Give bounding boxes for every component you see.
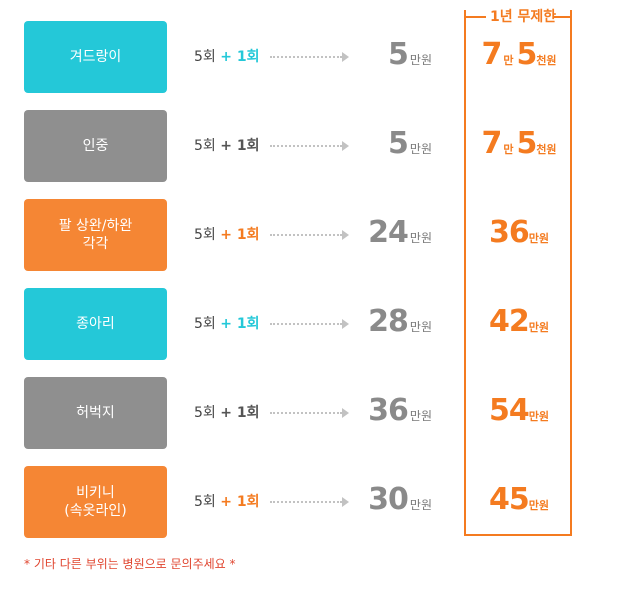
bonus-sessions: + 1회 bbox=[220, 405, 260, 421]
area-label: 비키니 (속옷라인) bbox=[64, 485, 127, 519]
price: 5 만원 bbox=[388, 126, 432, 166]
price-number: 30 bbox=[368, 482, 409, 517]
unlimited-unit: 만원 bbox=[528, 232, 549, 245]
frame-tick-right bbox=[570, 10, 572, 18]
price-unit: 만원 bbox=[409, 142, 432, 156]
area-box: 인중 bbox=[24, 110, 167, 182]
frame-top-right bbox=[554, 16, 572, 18]
price-number: 28 bbox=[368, 304, 409, 339]
base-sessions: 5회 bbox=[194, 494, 216, 510]
unlimited-unit: 만 bbox=[503, 143, 514, 156]
price-unit: 만원 bbox=[409, 53, 432, 67]
unlimited-frame bbox=[464, 16, 572, 536]
area-box: 허벅지 bbox=[24, 377, 167, 449]
area-box: 비키니 (속옷라인) bbox=[24, 466, 167, 538]
session-count: 5회 + 1회 bbox=[194, 403, 274, 423]
bonus-sessions: + 1회 bbox=[220, 316, 260, 332]
unlimited-price: 36 만원 bbox=[466, 215, 572, 255]
bonus-sessions: + 1회 bbox=[220, 49, 260, 65]
unlimited-price: 7 만 5 천원 bbox=[466, 126, 572, 166]
unlimited-price: 7 만 5 천원 bbox=[466, 37, 572, 77]
unlimited-number: 45 bbox=[489, 482, 530, 517]
price-number: 5 bbox=[388, 126, 409, 161]
dotted-line bbox=[270, 56, 342, 58]
price-number: 24 bbox=[368, 215, 409, 250]
base-sessions: 5회 bbox=[194, 227, 216, 243]
arrow-right-icon bbox=[342, 141, 349, 151]
base-sessions: 5회 bbox=[194, 405, 216, 421]
frame-tick-left bbox=[464, 10, 466, 18]
price: 24 만원 bbox=[368, 215, 432, 255]
price-unit: 만원 bbox=[409, 498, 432, 512]
price: 36 만원 bbox=[368, 393, 432, 433]
unlimited-unit: 만원 bbox=[528, 499, 549, 512]
unlimited-number: 7 bbox=[481, 126, 502, 161]
unlimited-price: 42 만원 bbox=[466, 304, 572, 344]
area-box: 겨드랑이 bbox=[24, 21, 167, 93]
unlimited-price: 45 만원 bbox=[466, 482, 572, 522]
unlimited-number: 42 bbox=[489, 304, 530, 339]
unlimited-unit: 만원 bbox=[528, 321, 549, 334]
price-unit: 만원 bbox=[409, 409, 432, 423]
dotted-line bbox=[270, 234, 342, 236]
price-unit: 만원 bbox=[409, 231, 432, 245]
unlimited-unit: 만 bbox=[503, 54, 514, 67]
price-unit: 만원 bbox=[409, 320, 432, 334]
unlimited-unit-2: 천원 bbox=[536, 54, 557, 67]
unlimited-number-2: 5 bbox=[516, 37, 537, 72]
dotted-line bbox=[270, 145, 342, 147]
base-sessions: 5회 bbox=[194, 316, 216, 332]
bonus-sessions: + 1회 bbox=[220, 494, 260, 510]
bonus-sessions: + 1회 bbox=[220, 138, 260, 154]
area-label: 종아리 bbox=[76, 316, 115, 332]
price: 30 만원 bbox=[368, 482, 432, 522]
arrow-right-icon bbox=[342, 230, 349, 240]
unlimited-unit-2: 천원 bbox=[536, 143, 557, 156]
area-box: 종아리 bbox=[24, 288, 167, 360]
unlimited-number: 7 bbox=[481, 37, 502, 72]
unlimited-unit: 만원 bbox=[528, 410, 549, 423]
dotted-line bbox=[270, 501, 342, 503]
area-label: 겨드랑이 bbox=[69, 49, 122, 65]
session-count: 5회 + 1회 bbox=[194, 492, 274, 512]
arrow-right-icon bbox=[342, 319, 349, 329]
arrow-right-icon bbox=[342, 408, 349, 418]
unlimited-header: 1년 무제한 bbox=[490, 9, 557, 25]
base-sessions: 5회 bbox=[194, 138, 216, 154]
area-label: 팔 상완/하완 각각 bbox=[58, 218, 133, 252]
session-count: 5회 + 1회 bbox=[194, 47, 274, 67]
price-number: 5 bbox=[388, 37, 409, 72]
session-count: 5회 + 1회 bbox=[194, 225, 274, 245]
unlimited-price: 54 만원 bbox=[466, 393, 572, 433]
base-sessions: 5회 bbox=[194, 49, 216, 65]
unlimited-number-2: 5 bbox=[516, 126, 537, 161]
price-number: 36 bbox=[368, 393, 409, 428]
price: 5 만원 bbox=[388, 37, 432, 77]
area-label: 인중 bbox=[82, 138, 109, 154]
frame-top-left bbox=[464, 16, 486, 18]
area-label: 허벅지 bbox=[76, 405, 115, 421]
price: 28 만원 bbox=[368, 304, 432, 344]
footnote: * 기타 다른 부위는 병원으로 문의주세요 * bbox=[24, 557, 236, 571]
unlimited-number: 36 bbox=[489, 215, 530, 250]
session-count: 5회 + 1회 bbox=[194, 136, 274, 156]
area-box: 팔 상완/하완 각각 bbox=[24, 199, 167, 271]
unlimited-number: 54 bbox=[489, 393, 530, 428]
arrow-right-icon bbox=[342, 497, 349, 507]
arrow-right-icon bbox=[342, 52, 349, 62]
session-count: 5회 + 1회 bbox=[194, 314, 274, 334]
dotted-line bbox=[270, 412, 342, 414]
bonus-sessions: + 1회 bbox=[220, 227, 260, 243]
dotted-line bbox=[270, 323, 342, 325]
